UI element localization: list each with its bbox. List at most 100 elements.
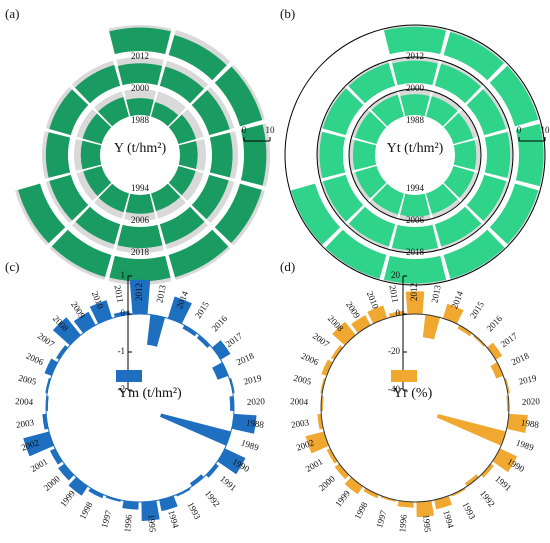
year-label: 2007 <box>36 331 57 350</box>
bar <box>490 362 504 379</box>
tick-label: -20 <box>388 346 400 356</box>
bar <box>141 500 160 521</box>
bar <box>191 174 229 220</box>
bar <box>484 131 511 179</box>
center-label: Yt (t/hm²) <box>387 141 444 156</box>
year-label: 2006 <box>25 351 46 368</box>
tick-label: 1 <box>121 270 126 280</box>
bar <box>291 183 341 245</box>
bar <box>515 123 544 187</box>
year-label: 1989 <box>515 437 536 453</box>
bar <box>49 174 89 221</box>
year-label: 2003 <box>15 417 35 430</box>
year-label: 2011 <box>387 284 400 303</box>
bar <box>182 325 197 337</box>
bar <box>214 66 263 127</box>
bar <box>388 310 405 318</box>
year-label: 1990 <box>506 456 527 474</box>
year-label: 2016 <box>210 313 230 333</box>
bar <box>348 206 396 247</box>
year-label: 2020 <box>522 396 541 407</box>
bar <box>351 315 371 334</box>
bar <box>416 500 435 518</box>
year-label: 1989 <box>240 437 261 453</box>
bar <box>473 335 486 347</box>
year-label: 2003 <box>290 417 310 430</box>
year-label: 2006 <box>300 351 321 368</box>
tick-label: 10 <box>266 125 276 135</box>
year-label: 1998 <box>77 500 94 521</box>
bar <box>371 94 404 127</box>
year-label: 1999 <box>58 488 77 509</box>
bar <box>325 229 387 279</box>
bar <box>52 317 81 346</box>
year-label: 2019 <box>243 373 263 387</box>
year-label: 2012 <box>409 283 419 301</box>
bar <box>196 335 211 348</box>
center-label: Y (t/hm²) <box>114 141 167 156</box>
bar <box>326 448 338 464</box>
bar <box>151 102 179 127</box>
year-label: 2018 <box>131 247 150 257</box>
bar <box>323 174 364 222</box>
bar <box>231 413 257 434</box>
bar <box>178 141 198 169</box>
tick-label: -40 <box>388 384 400 394</box>
year-label: 2000 <box>42 473 63 493</box>
bar <box>451 487 466 497</box>
bar <box>443 112 474 144</box>
year-label: 1991 <box>218 474 238 493</box>
year-label: 2004 <box>15 396 34 407</box>
year-label: 1991 <box>493 474 513 493</box>
bar <box>344 477 363 495</box>
year-label: 1994 <box>131 183 150 193</box>
bar <box>129 279 151 315</box>
bar <box>319 131 346 179</box>
year-label: 1994 <box>441 509 456 530</box>
year-label: 1993 <box>460 500 477 521</box>
bar <box>167 296 192 324</box>
panel-label: (a) <box>5 6 19 21</box>
year-label: 2019 <box>518 373 538 387</box>
bar <box>486 342 503 360</box>
bar <box>434 206 482 247</box>
tick-label: 0 <box>242 125 247 135</box>
baseline-circle <box>45 313 235 503</box>
bar <box>117 224 163 249</box>
bar <box>168 114 196 144</box>
bar <box>44 358 58 376</box>
year-label: 1988 <box>520 417 540 430</box>
year-label: 2015 <box>193 299 211 320</box>
bar <box>422 314 441 340</box>
bar <box>83 166 112 196</box>
bar <box>98 183 129 213</box>
bar <box>305 431 329 454</box>
bar <box>443 32 504 81</box>
bar <box>426 96 458 127</box>
bar <box>209 132 233 178</box>
ring-outline <box>284 24 546 286</box>
year-label: 2000 <box>406 83 425 93</box>
bar <box>355 111 387 144</box>
tick-label: 20 <box>391 270 401 280</box>
year-label: 2000 <box>131 83 150 93</box>
bar <box>113 310 130 318</box>
bar <box>489 183 539 245</box>
bar <box>23 431 54 457</box>
tick-label: 0 <box>396 308 401 318</box>
legend-swatch <box>116 370 142 382</box>
year-label: 2012 <box>131 51 149 61</box>
bar <box>88 487 104 499</box>
legend-swatch <box>391 370 417 382</box>
bar <box>443 166 475 198</box>
year-label: 1996 <box>122 513 134 532</box>
year-label: 2020 <box>247 396 266 407</box>
bar <box>480 463 494 478</box>
tick-label: -2 <box>118 384 126 394</box>
bar <box>229 396 234 412</box>
bar <box>367 305 388 324</box>
bar <box>151 183 181 211</box>
bar <box>168 229 229 278</box>
year-label: 2017 <box>224 330 245 349</box>
